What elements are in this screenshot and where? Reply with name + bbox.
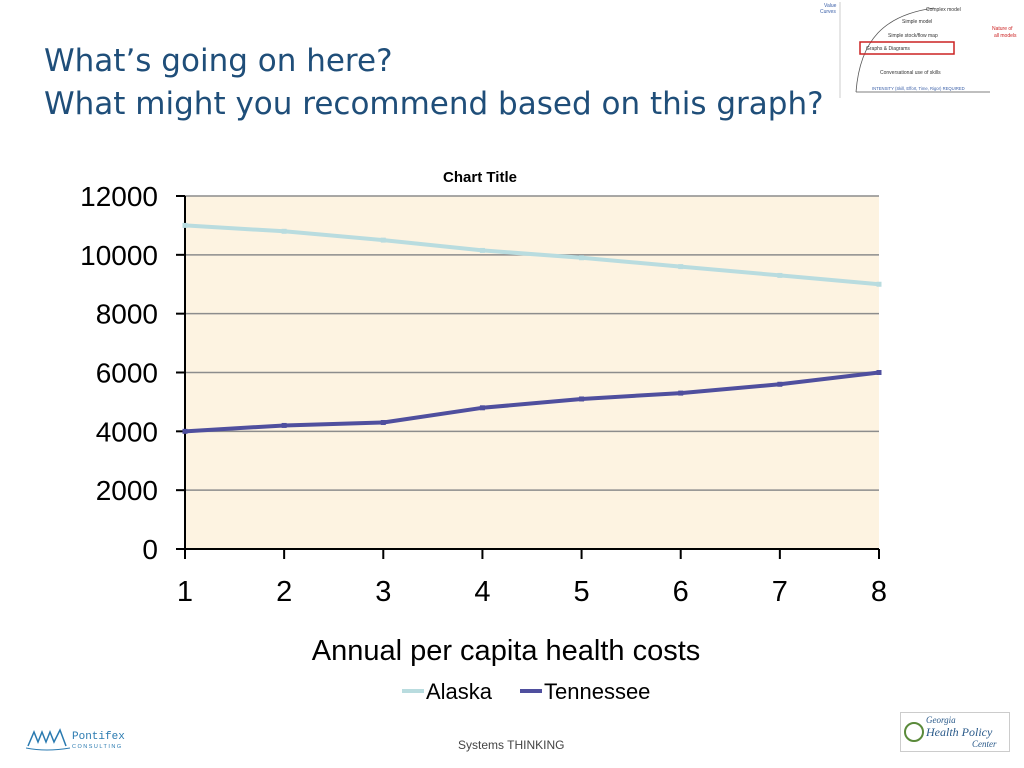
x-axis-label: Annual per capita health costs [312,635,701,667]
thumb-item-3: Simple stock/flow map [888,33,938,39]
thumb-bottom-label: INTENSITY (Skill, Effort, Time, Rigor) R… [872,86,965,91]
y-tick-label: 0 [142,534,158,565]
x-tick-label: 6 [673,576,689,608]
pontifex-logo: Pontifex CONSULTING [26,728,125,751]
georgia-health-policy-center-logo: Georgia Health Policy Center [900,712,1010,752]
slide-title-line-2: What might you recommend based on this g… [44,86,824,122]
x-tick-label: 8 [871,576,887,608]
data-point-alaska [479,247,485,253]
data-point-alaska [876,281,882,287]
thumb-top-label-1: Value [824,3,837,9]
data-point-tennessee [182,428,188,434]
chart-title: Chart Title [443,169,517,186]
data-point-alaska [678,264,684,270]
pontifex-logo-text: Pontifex [72,731,125,743]
data-point-alaska [579,255,585,261]
thumb-highlight-box [859,41,955,55]
logo-frame [900,712,1010,752]
axes: 0 2000 4000 6000 8000 10000 12000 1 2 3 4 5 6 7 8 [80,181,887,608]
y-tick-label: 8000 [96,299,158,330]
logo-text-line-1: Georgia [926,715,956,725]
logo-emblem [904,722,924,742]
data-point-alaska [281,228,287,234]
legend-label-alaska: Alaska [426,679,493,704]
value-curve-thumbnail: Value Curves Complex model Simple model … [820,2,1017,98]
pontifex-logo-mark [27,728,67,747]
data-point-tennessee [579,396,585,402]
y-tick-label: 2000 [96,475,158,506]
y-tick-label: 4000 [96,416,158,447]
data-point-tennessee [678,390,684,396]
slide-title: What’s going on here? What might you rec… [44,40,824,126]
footer-text: Systems THINKING [458,738,565,752]
y-tick-label: 10000 [80,240,158,271]
thumb-curve [855,7,935,93]
series-layer [182,222,882,434]
data-point-tennessee [380,420,386,426]
x-tick-label: 7 [772,576,788,608]
x-tick-label: 2 [276,576,292,608]
legend: Alaska Tennessee [402,679,650,704]
x-tick-label: 1 [177,576,193,608]
thumb-item-4: Graphs & Diagrams [866,46,910,52]
series-line-alaska [184,223,880,287]
data-point-tennessee [281,422,287,428]
y-tick-label: 12000 [80,181,158,212]
data-point-alaska [182,222,188,228]
series-line-tennessee [184,370,880,434]
data-point-tennessee [479,405,485,411]
x-tick-label: 4 [474,576,490,608]
data-point-alaska [380,237,386,243]
legend-label-tennessee: Tennessee [544,679,650,704]
logo-text-line-3: Center [972,739,997,749]
thumb-item-2: Simple model [902,19,932,25]
y-tick-label: 6000 [96,358,158,389]
pontifex-logo-wave [26,747,71,751]
data-point-alaska [777,272,783,278]
slide-title-line-1: What’s going on here? [44,43,393,79]
x-tick-label: 3 [375,576,391,608]
data-point-tennessee [777,381,783,387]
thumb-item-1: Complex model [926,7,961,13]
thumb-side-label-2: all models [994,33,1017,39]
x-tick-label: 5 [574,576,590,608]
pontifex-logo-subtext: CONSULTING [72,744,123,750]
data-point-tennessee [876,370,882,375]
logo-text-line-2: Health Policy [925,725,993,739]
thumb-side-label-1: Nature of [992,26,1013,32]
thumb-top-label-2: Curves [820,9,836,15]
thumb-item-5: Conversational use of skills [880,70,941,76]
